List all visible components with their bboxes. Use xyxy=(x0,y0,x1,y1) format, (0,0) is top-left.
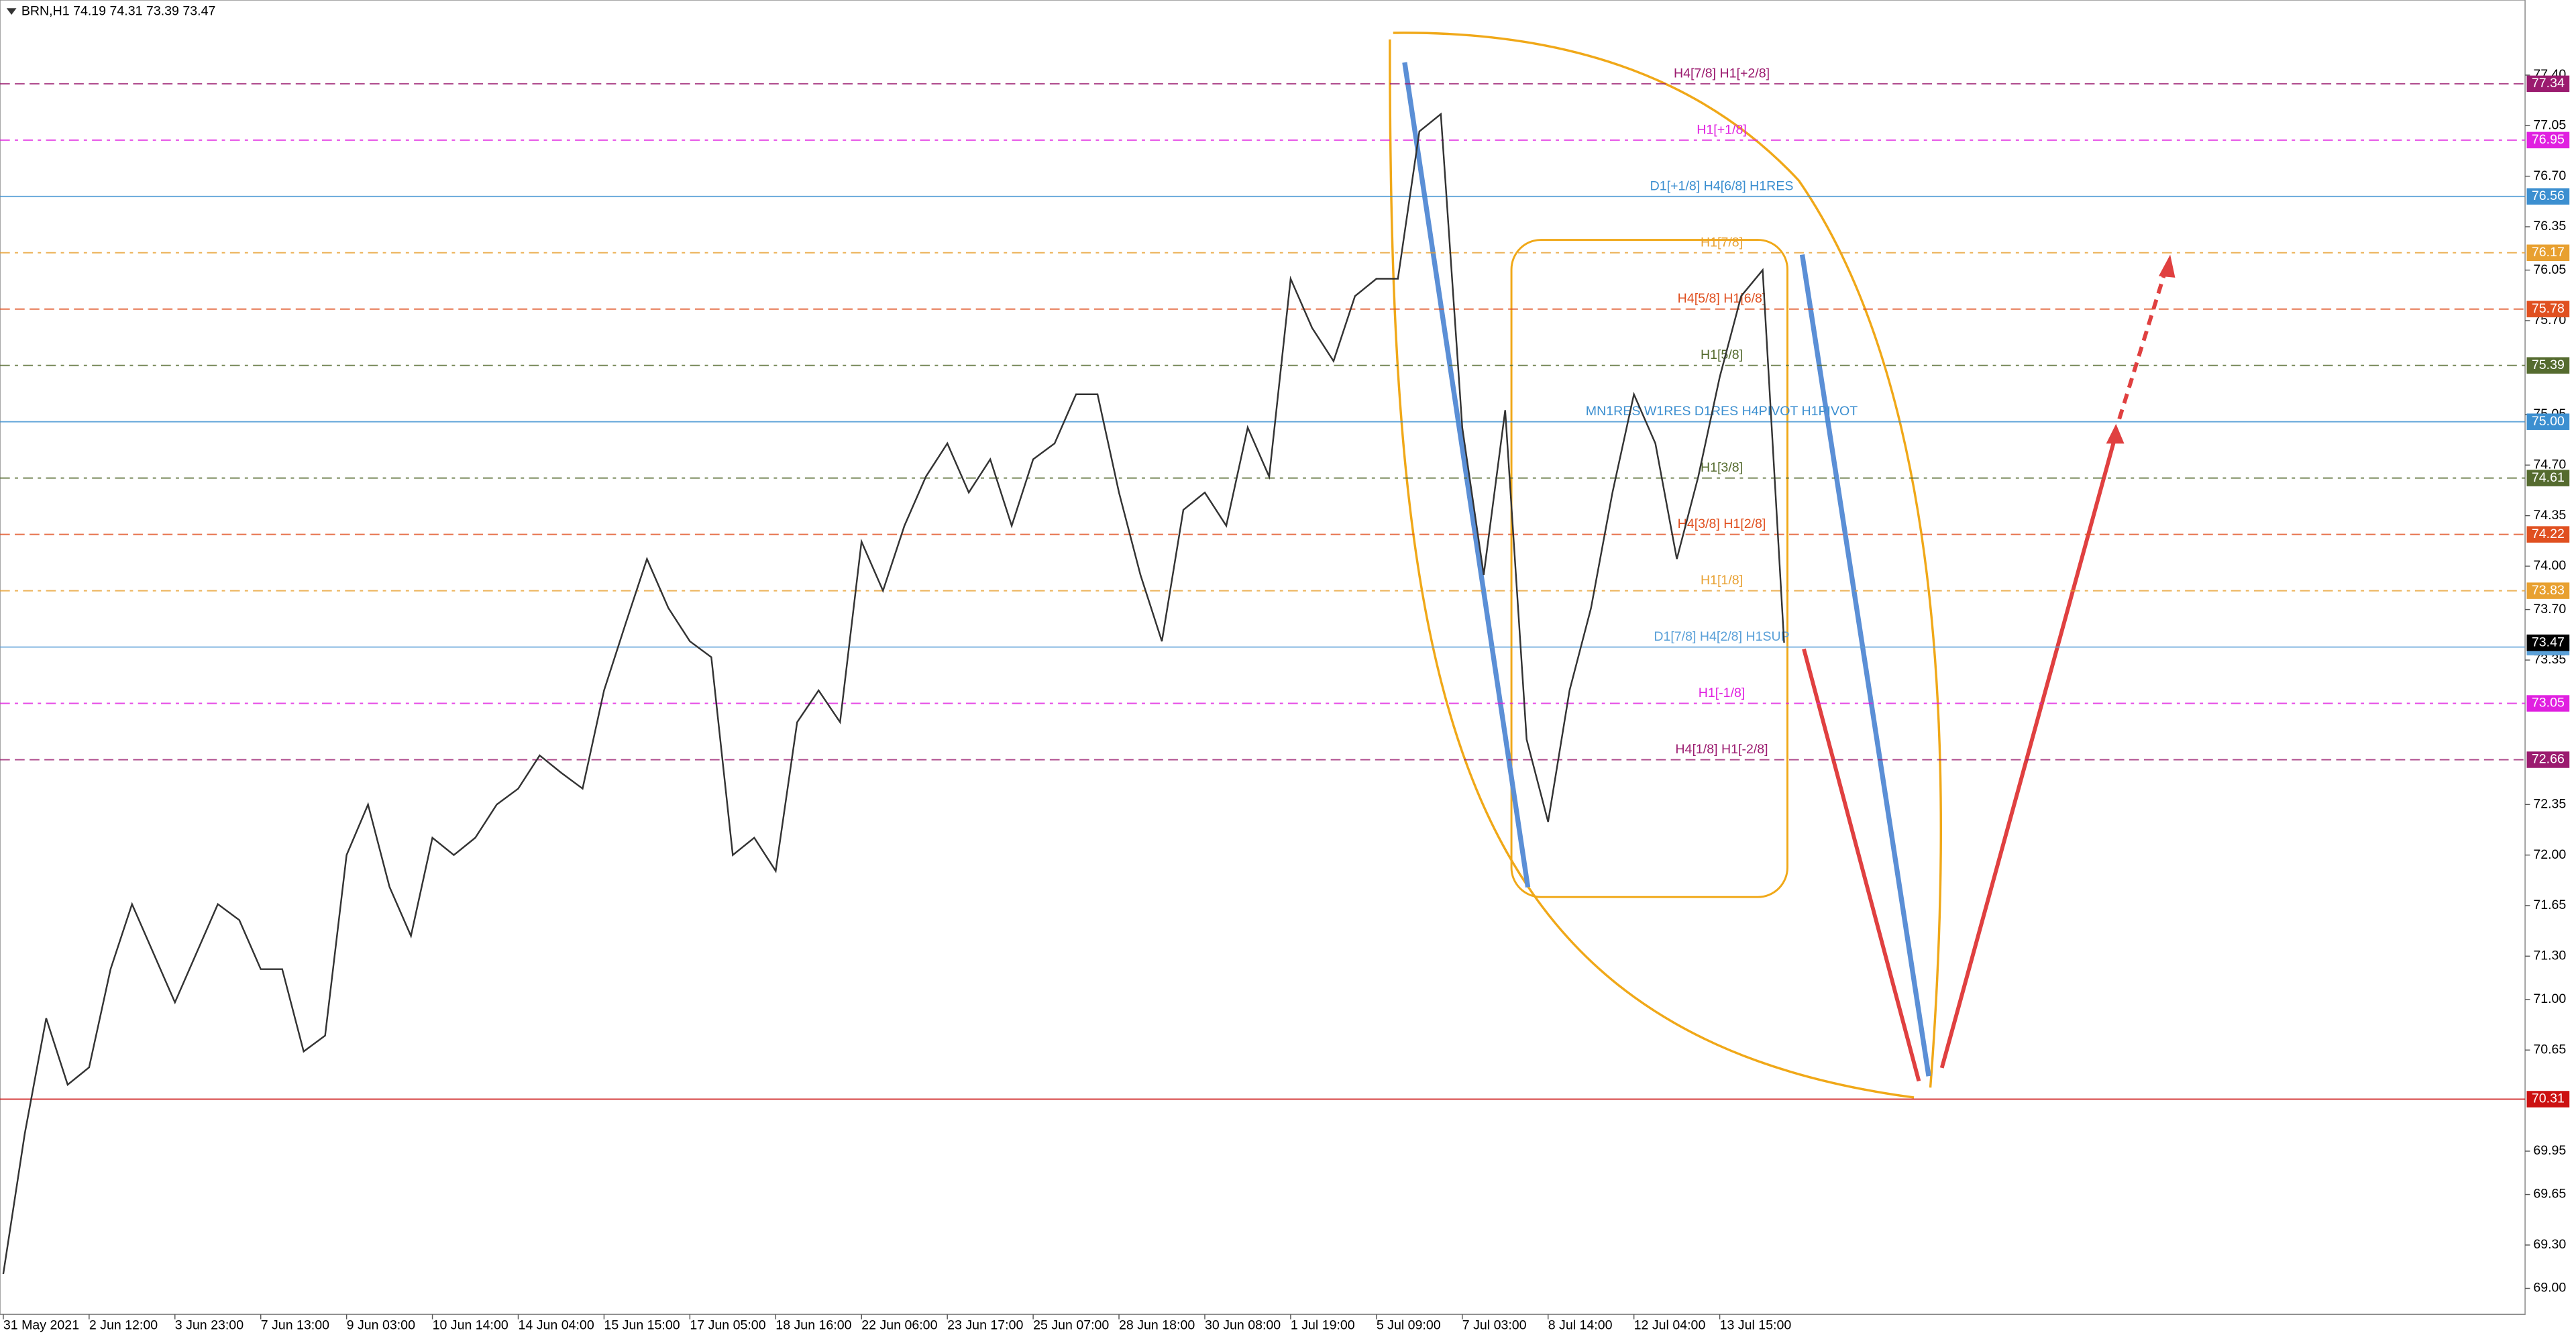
x-tick-label: 30 Jun 08:00 xyxy=(1205,1318,1281,1333)
range-box xyxy=(1510,239,1788,898)
level-label: H1[5/8] xyxy=(1701,347,1743,362)
x-tick-label: 12 Jul 04:00 xyxy=(1634,1318,1706,1333)
chart-title: BRN,H1 74.19 74.31 73.39 73.47 xyxy=(21,3,216,18)
price-tag xyxy=(2526,131,2570,149)
y-tick-label: 76.05 xyxy=(2533,262,2566,277)
x-tick-label: 15 Jun 15:00 xyxy=(604,1318,680,1333)
x-tick-label: 10 Jun 14:00 xyxy=(433,1318,508,1333)
x-tick-label: 14 Jun 04:00 xyxy=(519,1318,594,1333)
price-tag-label: 77.34 xyxy=(2532,76,2565,91)
price-tag xyxy=(2526,751,2570,768)
y-tick-label: 69.30 xyxy=(2533,1237,2566,1252)
price-line xyxy=(2,112,1785,1275)
price-tag-label: 75.78 xyxy=(2532,301,2565,316)
menu-arrow[interactable] xyxy=(6,8,17,15)
forecast-arrow xyxy=(1802,648,1921,1082)
price-tag xyxy=(2526,582,2570,599)
y-tick-label: 76.35 xyxy=(2533,219,2566,233)
level-label: D1[+1/8] H4[6/8] H1RES xyxy=(1650,178,1794,193)
x-tick-label: 7 Jul 03:00 xyxy=(1462,1318,1527,1333)
trend-line xyxy=(1402,62,1531,888)
x-tick-label: 31 May 2021 xyxy=(3,1318,79,1333)
price-tag xyxy=(2526,1091,2570,1108)
price-tag xyxy=(2526,634,2570,651)
price-tag-label: 73.05 xyxy=(2532,696,2565,710)
y-tick-label: 74.70 xyxy=(2533,457,2566,472)
x-tick-label: 18 Jun 16:00 xyxy=(775,1318,851,1333)
x-tick-label: 2 Jun 12:00 xyxy=(89,1318,158,1333)
price-tag xyxy=(2526,470,2570,486)
y-tick-label: 77.05 xyxy=(2533,117,2566,132)
price-tag-label: 70.31 xyxy=(2532,1091,2565,1106)
level-label: MN1RES W1RES D1RES H4PIVOT H1PIVOT xyxy=(1586,404,1858,419)
y-tick-label: 73.35 xyxy=(2533,652,2566,667)
arrow-head xyxy=(2158,254,2176,278)
price-tag xyxy=(2526,526,2570,543)
price-tag xyxy=(2526,357,2570,374)
x-tick-label: 25 Jun 07:00 xyxy=(1033,1318,1109,1333)
level-label: D1[7/8] H4[2/8] H1SUP xyxy=(1654,629,1789,644)
level-label: H1[1/8] xyxy=(1701,573,1743,588)
price-tag xyxy=(2526,244,2570,262)
level-label: H1[-1/8] xyxy=(1699,686,1746,700)
y-tick-label: 69.65 xyxy=(2533,1187,2566,1201)
price-tag-label: 74.22 xyxy=(2532,527,2565,541)
y-tick-label: 71.30 xyxy=(2533,948,2566,963)
price-tag xyxy=(2526,695,2570,712)
y-tick-label: 73.70 xyxy=(2533,602,2566,617)
x-tick-label: 23 Jun 17:00 xyxy=(947,1318,1023,1333)
forecast-arrow xyxy=(1939,433,2118,1069)
forecast-curve xyxy=(1389,39,1915,1099)
price-tag xyxy=(2526,75,2570,93)
price-tag-label: 73.83 xyxy=(2532,583,2565,598)
x-tick-label: 9 Jun 03:00 xyxy=(347,1318,415,1333)
x-tick-label: 22 Jun 06:00 xyxy=(861,1318,937,1333)
x-tick-label: 5 Jul 09:00 xyxy=(1377,1318,1441,1333)
x-tick-label: 13 Jul 15:00 xyxy=(1720,1318,1792,1333)
price-tag-label: 73.47 xyxy=(2532,635,2565,649)
trend-line xyxy=(1799,254,1931,1077)
level-label: H1[3/8] xyxy=(1701,460,1743,475)
price-tag-label: 74.61 xyxy=(2532,470,2565,485)
price-tag xyxy=(2526,188,2570,205)
level-label: H1[7/8] xyxy=(1701,235,1743,250)
forecast-curve xyxy=(1393,32,1943,1088)
x-tick-label: 17 Jun 05:00 xyxy=(690,1318,765,1333)
level-label: H4[3/8] H1[2/8] xyxy=(1678,517,1766,531)
y-tick-label: 72.35 xyxy=(2533,796,2566,811)
price-tag-label: 72.66 xyxy=(2532,752,2565,767)
y-tick-label: 71.00 xyxy=(2533,992,2566,1006)
y-tick-label: 76.70 xyxy=(2533,168,2566,183)
plot-frame xyxy=(0,0,2526,1315)
x-tick-label: 8 Jul 14:00 xyxy=(1548,1318,1613,1333)
price-tag xyxy=(2526,413,2570,430)
price-tag-label: 75.39 xyxy=(2532,358,2565,372)
y-tick-label: 72.00 xyxy=(2533,847,2566,862)
price-tag-label: 75.00 xyxy=(2532,414,2565,429)
y-tick-label: 69.95 xyxy=(2533,1143,2566,1158)
y-tick-label: 69.00 xyxy=(2533,1281,2566,1295)
price-tag xyxy=(2526,301,2570,317)
x-tick-label: 28 Jun 18:00 xyxy=(1119,1318,1195,1333)
arrow-head xyxy=(2106,423,2125,444)
y-tick-label: 71.65 xyxy=(2533,898,2566,912)
price-tag-label: 76.95 xyxy=(2532,132,2565,147)
y-tick-label: 74.35 xyxy=(2533,508,2566,523)
level-label: H4[5/8] H1[6/8] xyxy=(1678,291,1766,306)
x-tick-label: 7 Jun 13:00 xyxy=(261,1318,329,1333)
x-tick-label: 3 Jun 23:00 xyxy=(175,1318,244,1333)
y-tick-label: 74.00 xyxy=(2533,558,2566,573)
level-label: H4[1/8] H1[-2/8] xyxy=(1675,742,1768,757)
level-label: H4[7/8] H1[+2/8] xyxy=(1674,66,1770,81)
annotations xyxy=(1389,32,2176,1099)
price-tag-label: 76.56 xyxy=(2532,189,2565,203)
level-label: H1[+1/8] xyxy=(1697,122,1747,137)
x-tick-label: 1 Jul 19:00 xyxy=(1291,1318,1355,1333)
y-tick-label: 70.65 xyxy=(2533,1042,2566,1057)
forecast-arrow xyxy=(2117,270,2167,420)
price-tag-label: 76.17 xyxy=(2532,245,2565,260)
